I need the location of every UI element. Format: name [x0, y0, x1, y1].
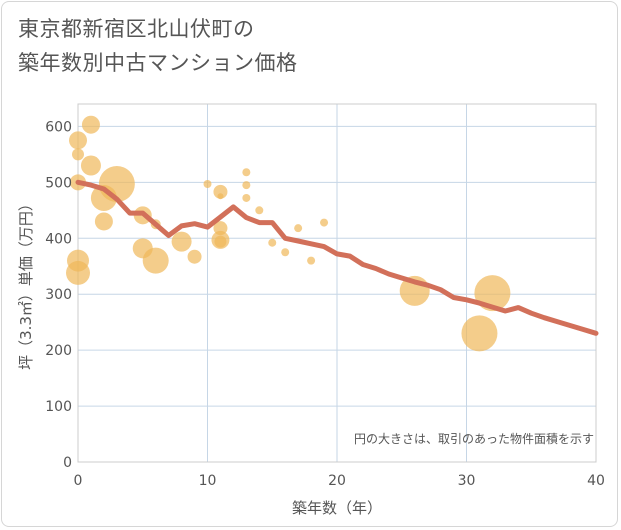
bubble-point	[203, 179, 212, 188]
y-tick-label: 300	[45, 287, 72, 303]
bubble-point	[255, 206, 264, 215]
bubble-point	[72, 148, 84, 161]
gridlines	[78, 104, 596, 463]
y-axis-title: 坪（3.3㎡）単価（万円）	[17, 196, 35, 370]
bubble-point	[320, 218, 329, 227]
bubble-point	[69, 131, 87, 150]
bubble-point	[242, 193, 251, 202]
bubble-point	[80, 155, 101, 176]
bubble-point	[217, 193, 224, 200]
y-tick-label: 600	[45, 119, 72, 135]
x-tick-label: 10	[199, 473, 217, 489]
bubble-point	[307, 256, 316, 265]
bubble-point	[81, 115, 100, 134]
bubble-point	[66, 260, 90, 285]
y-tick-label: 200	[45, 343, 72, 359]
y-tick-label: 500	[45, 175, 72, 191]
chart-title: 東京都新宿区北山伏町の 築年数別中古マンション価格	[18, 12, 298, 80]
x-tick-label: 40	[587, 473, 605, 489]
bubble-point	[268, 238, 277, 247]
y-tick-label: 400	[45, 231, 72, 247]
bubbles	[66, 115, 511, 352]
trend-layer	[75, 179, 599, 336]
bubble-point	[171, 231, 192, 252]
bubble-point	[213, 184, 228, 199]
bubble-point	[187, 249, 202, 264]
bubble-point	[94, 212, 113, 231]
chart-title-line-2: 築年数別中古マンション価格	[18, 51, 298, 75]
bubble-point	[461, 315, 498, 352]
x-axis-title: 築年数（年）	[292, 499, 382, 517]
x-tick-label: 0	[74, 473, 83, 489]
bubble-size-note: 円の大きさは、取引のあった物件面積を示す	[354, 431, 594, 446]
trend-line	[75, 179, 599, 336]
x-tick-label: 20	[328, 473, 346, 489]
bubble-point	[281, 248, 290, 257]
y-tick-label: 0	[63, 455, 72, 471]
chart-title-line-1: 東京都新宿区北山伏町の	[18, 17, 255, 41]
bubble-point	[242, 168, 251, 177]
bubble-point	[142, 247, 169, 274]
bubble-point	[214, 235, 227, 248]
y-tick-label: 100	[45, 399, 72, 415]
bubble-point	[242, 181, 251, 190]
bubble-point	[294, 224, 303, 233]
x-tick-label: 30	[458, 473, 476, 489]
